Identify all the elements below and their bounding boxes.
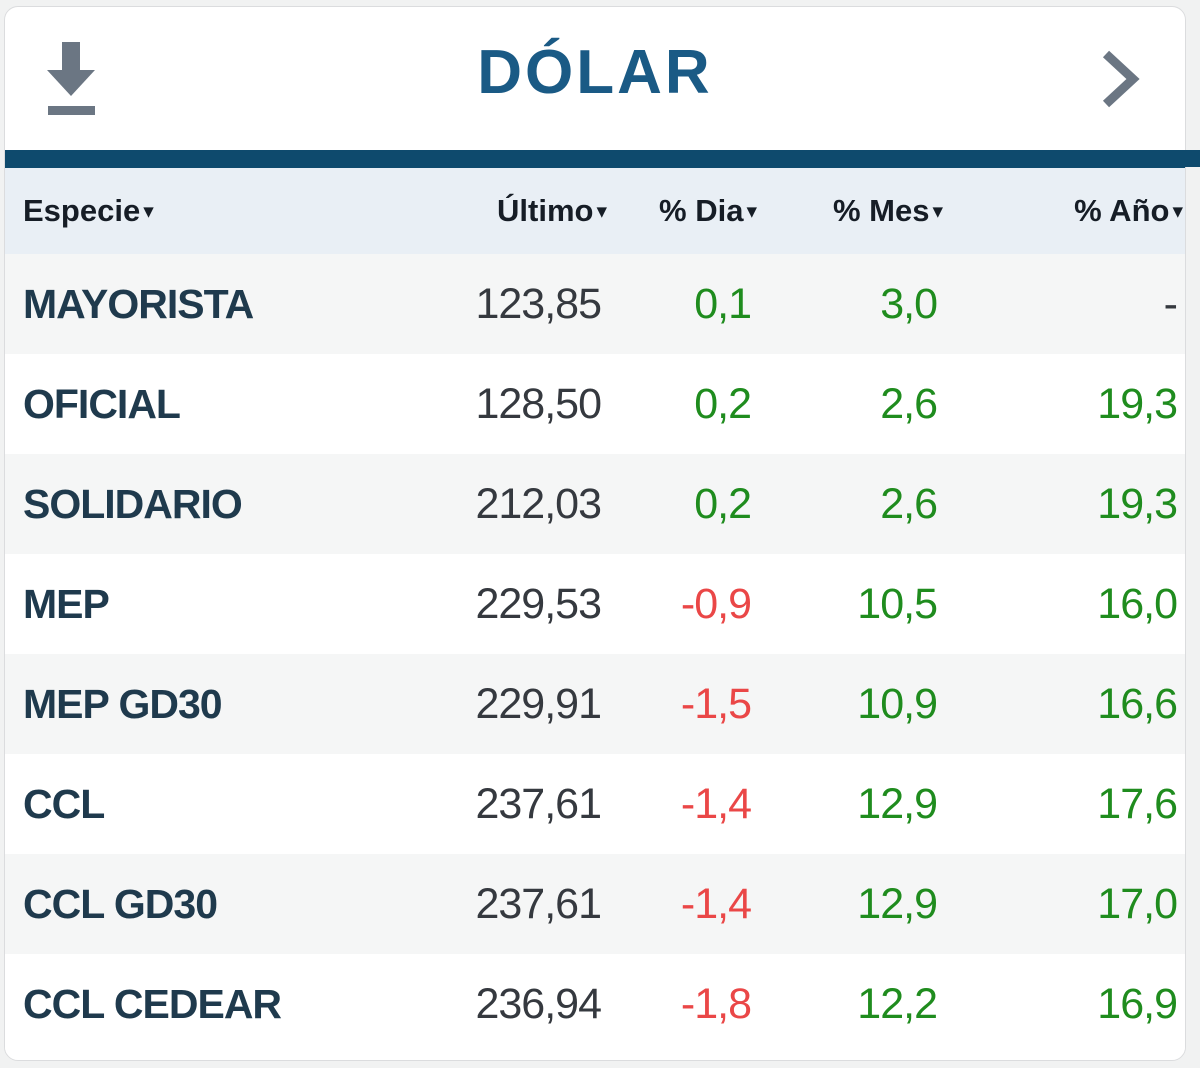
download-icon	[43, 40, 99, 118]
dia-cell: -0,9	[680, 579, 752, 628]
table-row[interactable]: OFICIAL 128,50 0,2 2,6 19,3	[5, 354, 1185, 454]
ultimo-cell: 123,85	[475, 279, 602, 328]
dolar-table: Especie ▾ Último ▾ % Dia ▾ % Mes ▾ % Año ▾ MA…	[5, 168, 1185, 1054]
column-label: % Mes	[832, 193, 930, 228]
column-label: % Año	[1074, 193, 1170, 228]
especie-cell: CCL	[23, 780, 105, 827]
mes-cell: 12,9	[857, 879, 938, 928]
ano-cell: -	[1163, 279, 1178, 328]
sort-icon: ▾	[932, 200, 943, 223]
table-row[interactable]: CCL GD30 237,61 -1,4 12,9 17,0	[5, 854, 1185, 954]
column-header-ultimo[interactable]: Último ▾	[317, 168, 613, 254]
especie-cell: SOLIDARIO	[23, 480, 243, 527]
column-header-especie[interactable]: Especie ▾	[5, 168, 317, 254]
chevron-right-icon	[1099, 48, 1141, 110]
ultimo-cell: 229,91	[475, 679, 602, 728]
column-label: Especie	[23, 193, 141, 228]
table-row[interactable]: MAYORISTA 123,85 0,1 3,0 -	[5, 254, 1185, 354]
ano-cell: 17,0	[1097, 879, 1178, 928]
column-label: Último	[497, 193, 594, 228]
dia-cell: -1,5	[680, 679, 752, 728]
dia-cell: -1,4	[680, 779, 752, 828]
ano-cell: 19,3	[1097, 379, 1178, 428]
dia-cell: -1,8	[680, 979, 752, 1028]
table-row[interactable]: MEP GD30 229,91 -1,5 10,9 16,6	[5, 654, 1185, 754]
page-title: DÓLAR	[477, 37, 713, 107]
ultimo-cell: 236,94	[475, 979, 602, 1028]
dia-cell: 0,2	[694, 479, 752, 528]
especie-cell: CCL GD30	[23, 880, 218, 927]
ultimo-cell: 212,03	[475, 479, 602, 528]
mes-cell: 12,9	[857, 779, 938, 828]
especie-cell: MAYORISTA	[23, 280, 254, 327]
mes-cell: 10,9	[857, 679, 938, 728]
especie-cell: OFICIAL	[23, 380, 181, 427]
ultimo-cell: 229,53	[475, 579, 602, 628]
mes-cell: 2,6	[880, 479, 938, 528]
ultimo-cell: 128,50	[475, 379, 602, 428]
mes-cell: 3,0	[880, 279, 938, 328]
mes-cell: 10,5	[857, 579, 938, 628]
especie-cell: MEP GD30	[23, 680, 223, 727]
sort-icon: ▾	[1172, 200, 1183, 223]
ultimo-cell: 237,61	[475, 779, 602, 828]
mes-cell: 12,2	[857, 979, 938, 1028]
card-header: DÓLAR	[5, 7, 1185, 151]
table-row[interactable]: MEP 229,53 -0,9 10,5 16,0	[5, 554, 1185, 654]
column-header-dia[interactable]: % Dia ▾	[613, 168, 763, 254]
ano-cell: 16,6	[1097, 679, 1178, 728]
sort-icon: ▾	[596, 200, 607, 223]
ano-cell: 17,6	[1097, 779, 1178, 828]
especie-cell: CCL CEDEAR	[23, 980, 282, 1027]
mes-cell: 2,6	[880, 379, 938, 428]
ano-cell: 16,0	[1097, 579, 1178, 628]
table-row[interactable]: SOLIDARIO 212,03 0,2 2,6 19,3	[5, 454, 1185, 554]
column-header-ano[interactable]: % Año ▾	[949, 168, 1185, 254]
download-button[interactable]	[43, 40, 99, 118]
dolar-card: DÓLAR Especie ▾ Último ▾ % Dia ▾ % Mes ▾ % A…	[4, 6, 1186, 1061]
dia-cell: -1,4	[680, 879, 752, 928]
table-row[interactable]: CCL 237,61 -1,4 12,9 17,6	[5, 754, 1185, 854]
ano-cell: 16,9	[1097, 979, 1178, 1028]
sort-icon: ▾	[746, 200, 757, 223]
column-label: % Dia	[659, 193, 744, 228]
dia-cell: 0,2	[694, 379, 752, 428]
especie-cell: MEP	[23, 580, 110, 627]
ultimo-cell: 237,61	[475, 879, 602, 928]
column-header-mes[interactable]: % Mes ▾	[763, 168, 949, 254]
table-header-row: Especie ▾ Último ▾ % Dia ▾ % Mes ▾ % Año ▾	[5, 168, 1185, 254]
divider-bar	[5, 151, 1185, 168]
ano-cell: 19,3	[1097, 479, 1178, 528]
sort-icon: ▾	[143, 200, 154, 223]
table-row[interactable]: CCL CEDEAR 236,94 -1,8 12,2 16,9	[5, 954, 1185, 1054]
dia-cell: 0,1	[694, 279, 752, 328]
expand-card-button[interactable]	[1099, 48, 1141, 110]
